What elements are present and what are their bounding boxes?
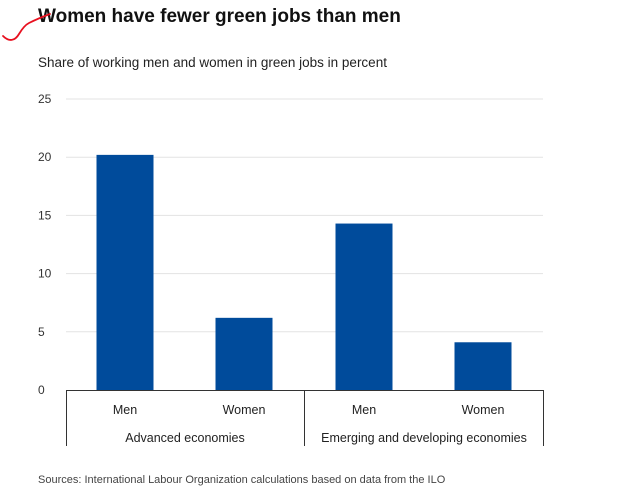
bar bbox=[96, 154, 154, 390]
y-tick-label: 20 bbox=[38, 150, 52, 164]
bar bbox=[454, 342, 512, 390]
y-tick-label: 0 bbox=[38, 383, 45, 397]
red-pen-annotation bbox=[2, 13, 51, 41]
x-tick-label: Women bbox=[462, 403, 505, 417]
y-tick-label: 5 bbox=[38, 325, 45, 339]
x-tick-label: Women bbox=[223, 403, 266, 417]
chart-title: Women have fewer green jobs than men bbox=[38, 6, 401, 27]
x-axis: Men Women Men Women Advanced economies Emergi… bbox=[66, 390, 544, 446]
bar-chart: 0 5 10 15 20 25 Men Women Men Women Advanced econ… bbox=[38, 92, 544, 446]
bar bbox=[215, 317, 273, 390]
group-label: Emerging and developing economies bbox=[321, 431, 527, 445]
bar bbox=[335, 223, 393, 390]
y-tick-label: 10 bbox=[38, 267, 52, 281]
x-tick-label: Men bbox=[113, 403, 137, 417]
y-axis-ticks: 0 5 10 15 20 25 bbox=[38, 92, 52, 397]
y-tick-label: 25 bbox=[38, 92, 52, 106]
source-note: Sources: International Labour Organizati… bbox=[38, 474, 446, 486]
chart-subtitle: Share of working men and women in green … bbox=[38, 55, 387, 70]
bars bbox=[96, 154, 512, 390]
x-tick-label: Men bbox=[352, 403, 376, 417]
group-label: Advanced economies bbox=[125, 431, 245, 445]
y-tick-label: 15 bbox=[38, 208, 52, 222]
